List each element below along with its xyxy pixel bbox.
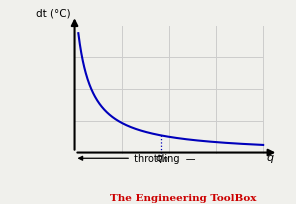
Text: $q$: $q$	[266, 153, 275, 164]
Text: The Engineering ToolBox: The Engineering ToolBox	[110, 193, 257, 202]
Text: dt (°C): dt (°C)	[36, 9, 71, 19]
Text: throttling  —: throttling —	[131, 154, 199, 163]
Text: $q_n$: $q_n$	[155, 153, 168, 164]
